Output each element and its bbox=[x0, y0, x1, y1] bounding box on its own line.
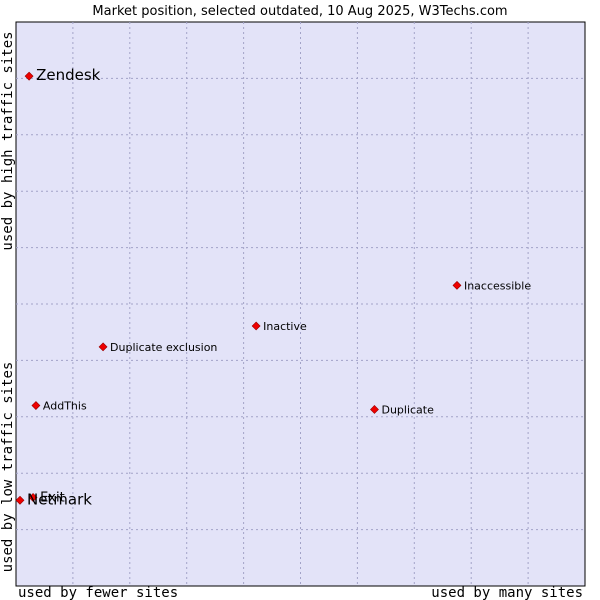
data-point-netmark: Netmark bbox=[15, 490, 92, 508]
point-marker bbox=[98, 342, 108, 352]
data-points: Zendesk Inaccessible Inactive Duplicate exc… bbox=[15, 66, 531, 508]
x-axis-label-high: used by many sites bbox=[431, 585, 583, 600]
point-marker bbox=[251, 321, 261, 331]
point-marker bbox=[452, 280, 462, 290]
data-point-duplicate-exclusion: Duplicate exclusion bbox=[98, 341, 217, 354]
x-axis-label-low: used by fewer sites bbox=[18, 585, 178, 600]
point-label: Exit bbox=[40, 490, 65, 505]
point-label: Inactive bbox=[263, 320, 307, 333]
point-marker bbox=[24, 71, 34, 81]
data-point-exit: Exit bbox=[28, 490, 65, 505]
point-label: AddThis bbox=[43, 400, 87, 413]
data-point-inactive: Inactive bbox=[251, 320, 307, 333]
y-axis-label-low: used by low traffic sites bbox=[0, 362, 16, 573]
point-label: Duplicate exclusion bbox=[110, 341, 217, 354]
point-marker bbox=[28, 493, 38, 502]
point-marker bbox=[31, 401, 41, 410]
point-label: Zendesk bbox=[36, 66, 101, 84]
point-marker bbox=[15, 495, 25, 505]
grid-lines bbox=[16, 22, 585, 586]
data-point-addthis: AddThis bbox=[31, 400, 87, 413]
data-point-duplicate: Duplicate bbox=[370, 403, 434, 416]
data-point-inaccessible: Inaccessible bbox=[452, 279, 531, 292]
chart-title: Market position, selected outdated, 10 A… bbox=[92, 4, 507, 19]
point-marker bbox=[370, 405, 379, 414]
point-label: Inaccessible bbox=[464, 279, 531, 292]
point-label: Netmark bbox=[27, 490, 92, 508]
y-axis-label-high: used by high traffic sites bbox=[0, 31, 16, 250]
data-point-zendesk: Zendesk bbox=[24, 66, 101, 84]
point-label: Duplicate bbox=[381, 403, 434, 416]
